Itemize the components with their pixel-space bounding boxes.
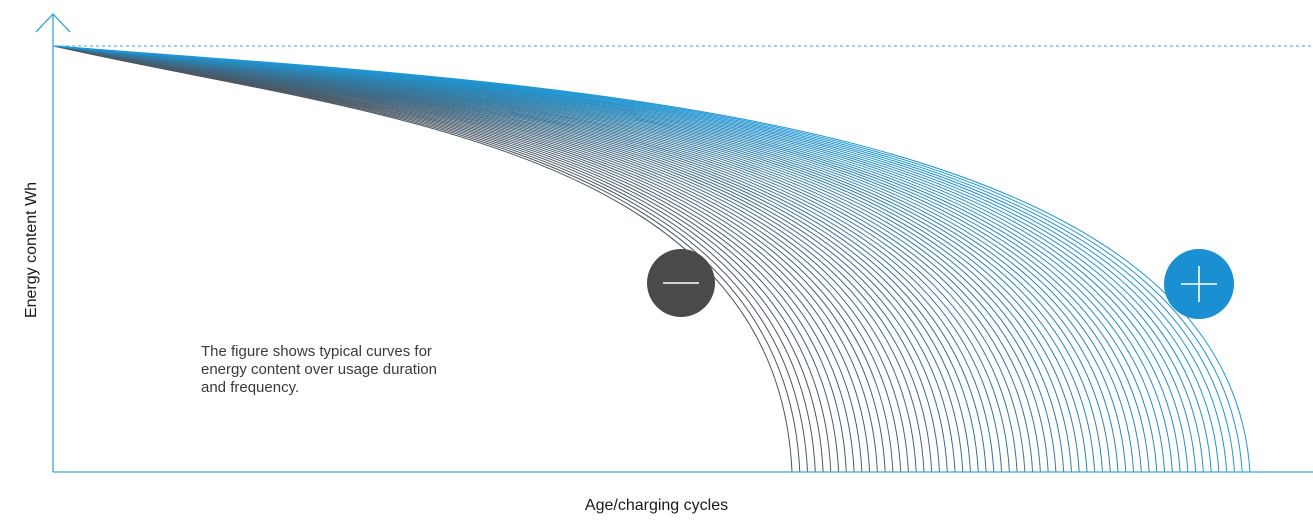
y-axis-arrow-icon — [35, 13, 71, 33]
degradation-curve-44 — [53, 45, 1127, 473]
y-axis-label: Energy content Wh — [23, 181, 40, 319]
caption-line-2: energy content over usage duration — [201, 361, 437, 378]
curve-family — [53, 45, 1251, 473]
x-axis-label: Age/charging cycles — [584, 497, 729, 514]
minus-badge — [647, 249, 715, 317]
degradation-curve-42 — [53, 45, 1111, 473]
plus-badge — [1164, 249, 1234, 319]
caption-line-3: and frequency. — [201, 379, 300, 396]
degradation-curve-43 — [53, 45, 1119, 473]
caption-line-1: The figure shows typical curves for — [201, 343, 432, 360]
chart-caption: The figure shows typical curves for ener… — [201, 343, 541, 397]
degradation-curve-60 — [53, 45, 1251, 473]
